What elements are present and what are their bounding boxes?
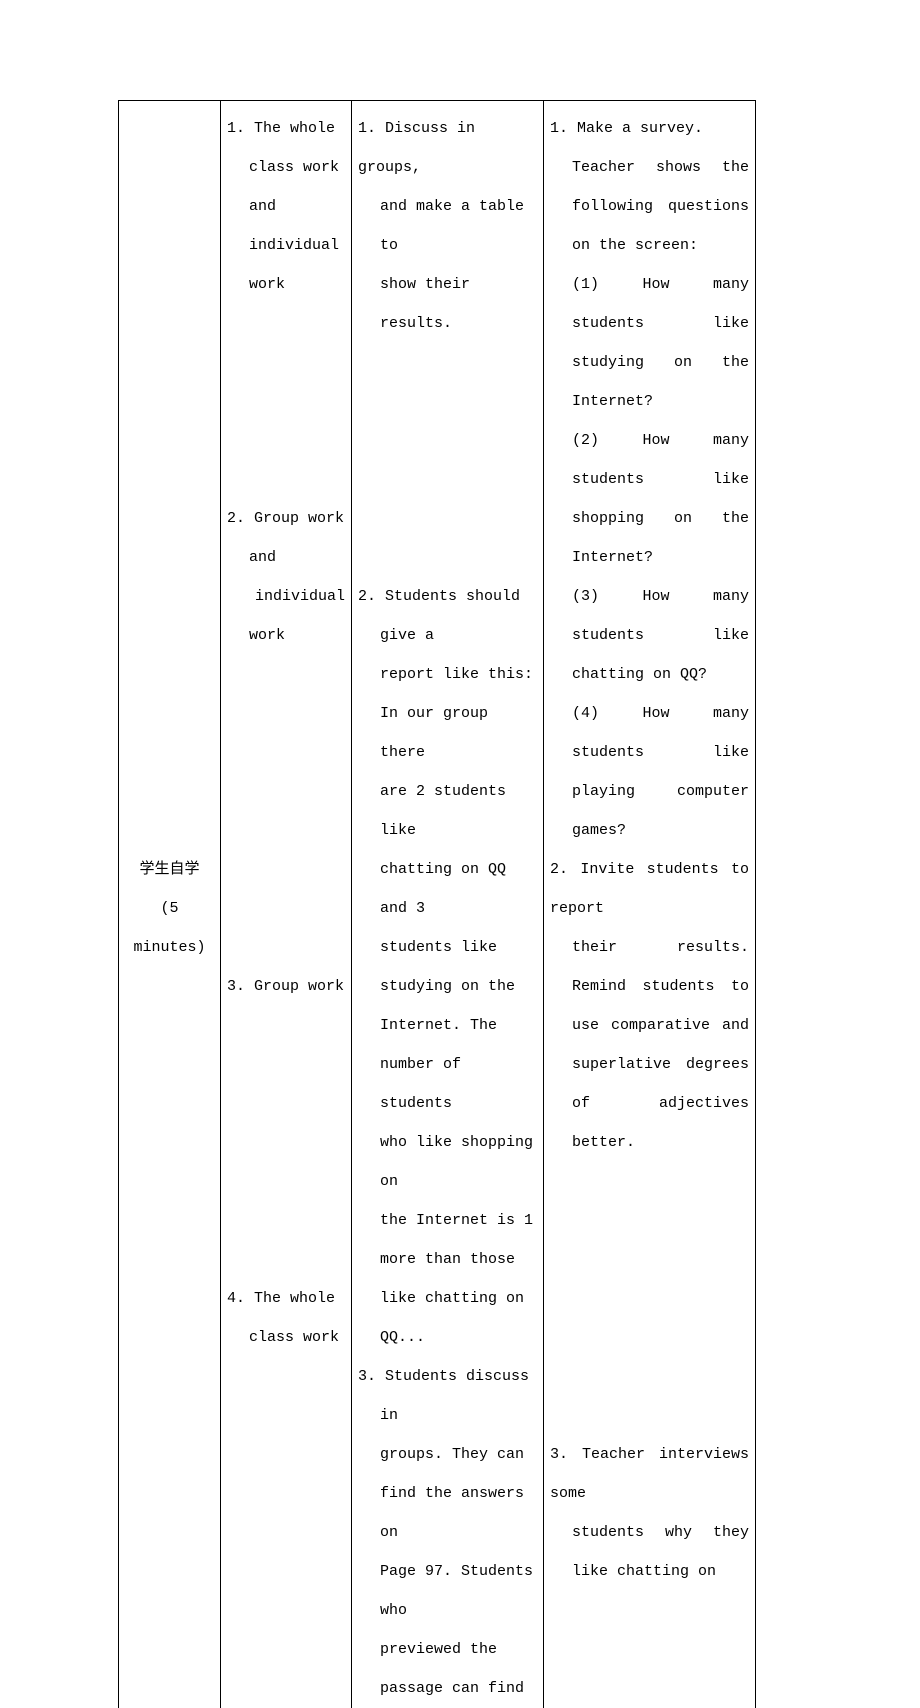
stage-title: 学生自学	[125, 850, 214, 889]
text-line: 2. Invite students to report	[550, 850, 749, 928]
text-line: their results. Remind students to use co…	[550, 928, 749, 1162]
spacer	[358, 343, 537, 577]
spacer	[227, 1006, 345, 1279]
text-line: chatting on QQ and 3	[358, 850, 537, 928]
stage-duration: (5 minutes)	[125, 889, 214, 967]
table-row: 学生自学 (5 minutes) 1. The whole class work…	[119, 101, 756, 1708]
text-line: (1) How many students like studying on t…	[550, 265, 749, 421]
text-line: 3. Group work	[227, 967, 345, 1006]
text-line: Teacher shows the following questions on…	[550, 148, 749, 265]
text-line: report like this:	[358, 655, 537, 694]
text-line: work	[227, 616, 345, 655]
text-line: the Internet is 1	[358, 1201, 537, 1240]
text-line: 1. Make a survey.	[550, 109, 749, 148]
text-line: students like	[358, 928, 537, 967]
spacer	[227, 655, 345, 967]
interaction-cell: 1. The whole class work and individual w…	[221, 101, 352, 1708]
text-line: give a	[358, 616, 537, 655]
text-line: more than those	[358, 1240, 537, 1279]
student-activity-cell: 1. Discuss in groups, and make a table t…	[352, 101, 544, 1708]
text-line: class work	[227, 1318, 345, 1357]
text-line: previewed the	[358, 1630, 537, 1669]
teacher-activity-cell: 1. Make a survey. Teacher shows the foll…	[544, 101, 756, 1708]
document-page: 学生自学 (5 minutes) 1. The whole class work…	[0, 0, 920, 1708]
text-line: work	[227, 265, 345, 304]
text-line: In our group there	[358, 694, 537, 772]
text-line: students why they like chatting on	[550, 1513, 749, 1591]
text-line: show their results.	[358, 265, 537, 343]
text-line: (3) How many students like chatting on Q…	[550, 577, 749, 694]
text-line: studying on the	[358, 967, 537, 1006]
text-line: are 2 students like	[358, 772, 537, 850]
text-line: 2. Students should	[358, 577, 537, 616]
text-line: Internet. The	[358, 1006, 537, 1045]
text-line: QQ...	[358, 1318, 537, 1357]
text-line: class work	[227, 148, 345, 187]
text-line: and make a table to	[358, 187, 537, 265]
text-line: 2. Group work	[227, 499, 345, 538]
text-line: number of students	[358, 1045, 537, 1123]
text-line: (2) How many students like shopping on t…	[550, 421, 749, 577]
text-line: individual	[227, 577, 345, 616]
text-line: in	[358, 1396, 537, 1435]
text-line: passage can find	[358, 1669, 537, 1708]
text-line: individual	[227, 226, 345, 265]
text-line: (4) How many students like playing compu…	[550, 694, 749, 850]
spacer	[550, 1162, 749, 1435]
text-line: find the answers on	[358, 1474, 537, 1552]
text-line: 1. The whole	[227, 109, 345, 148]
text-line: 3. Students discuss	[358, 1357, 537, 1396]
text-line: 4. The whole	[227, 1279, 345, 1318]
text-line: 3. Teacher interviews some	[550, 1435, 749, 1513]
spacer	[227, 304, 345, 499]
text-line: and	[227, 187, 345, 226]
text-line: like chatting on	[358, 1279, 537, 1318]
text-line: and	[227, 538, 345, 577]
stage-cell: 学生自学 (5 minutes)	[119, 101, 221, 1708]
text-line: who like shopping on	[358, 1123, 537, 1201]
text-line: 1. Discuss in groups,	[358, 109, 537, 187]
lesson-plan-table: 学生自学 (5 minutes) 1. The whole class work…	[118, 100, 756, 1708]
text-line: groups. They can	[358, 1435, 537, 1474]
text-line: Page 97. Students who	[358, 1552, 537, 1630]
